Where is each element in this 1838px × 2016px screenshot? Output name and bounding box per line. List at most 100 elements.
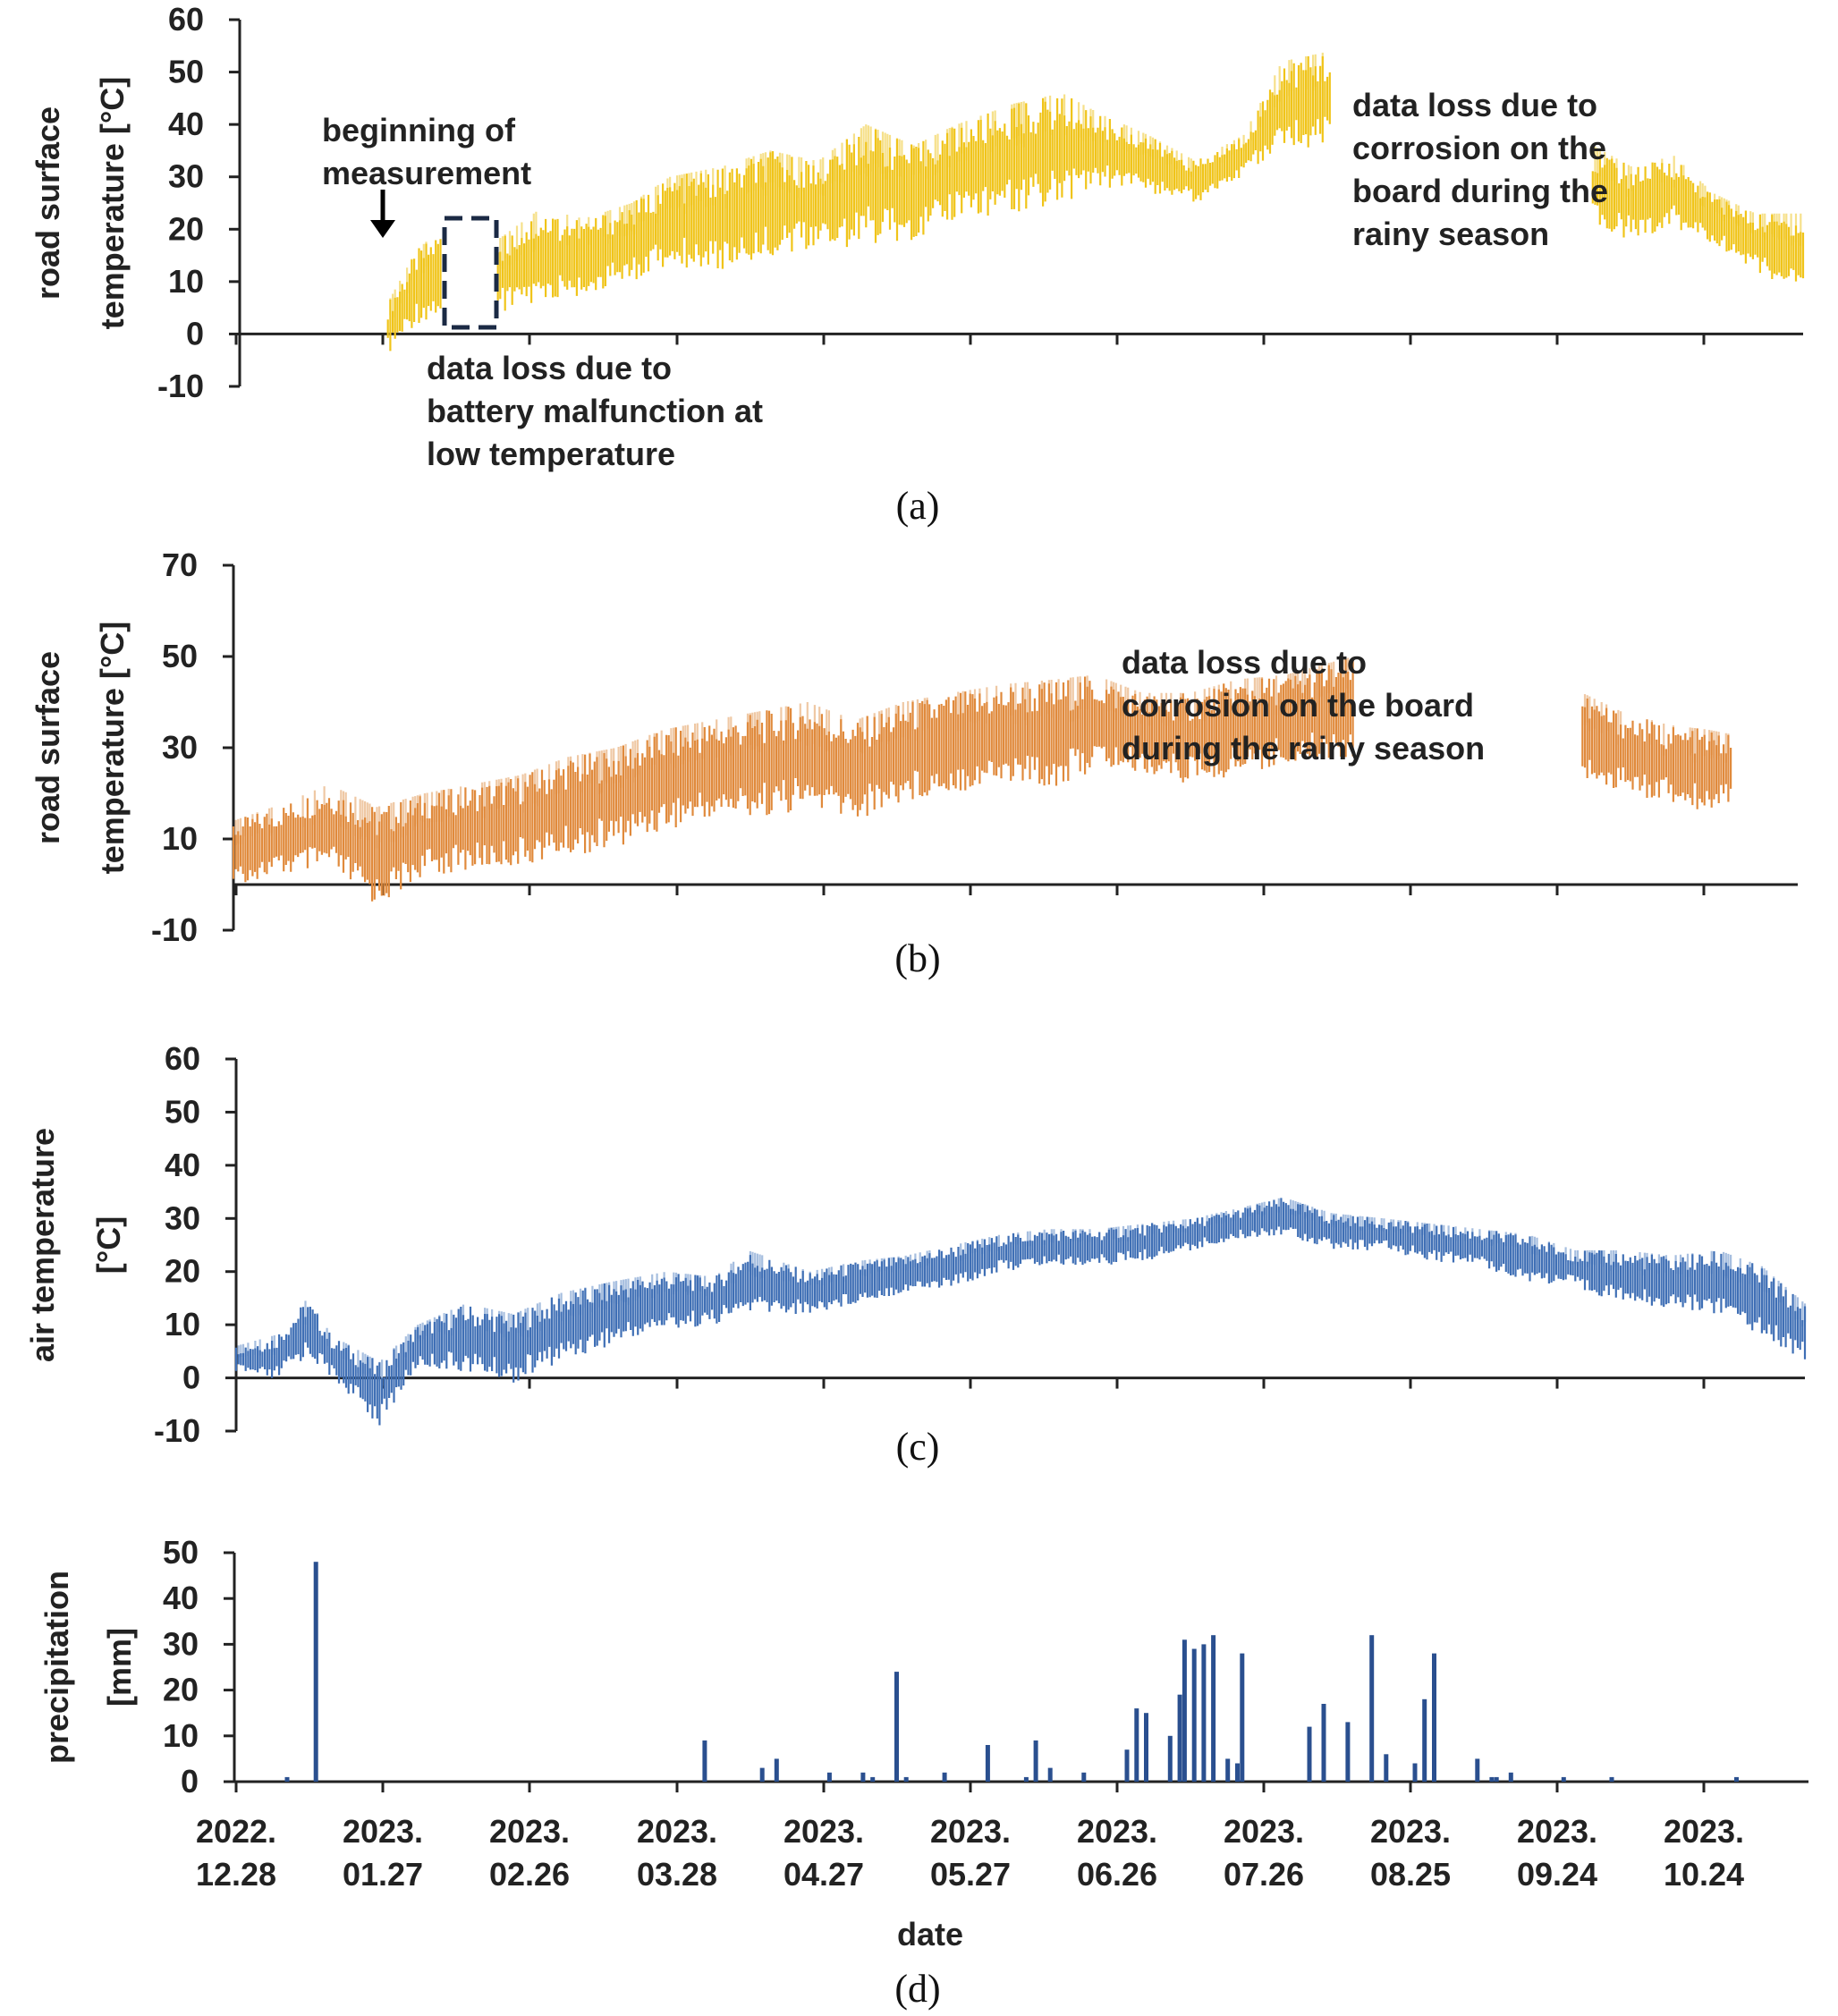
y-axis-label: road surface: [30, 106, 66, 300]
bar: [826, 1772, 832, 1782]
x-tick-label: 03.28: [637, 1856, 717, 1893]
x-tick-label: 09.24: [1517, 1856, 1597, 1893]
series-line: [234, 1198, 1807, 1426]
panel-b-chart: -10 10 30 50 70 road surface temperature [°C]: [30, 546, 1798, 948]
y-tick-label: -10: [157, 368, 204, 404]
bar: [1475, 1758, 1480, 1782]
bar: [1240, 1653, 1245, 1782]
y-tick-label: 10: [163, 1717, 199, 1754]
bar: [1422, 1698, 1427, 1782]
bar: [1033, 1740, 1038, 1782]
y-axis-label: precipitation: [38, 1571, 75, 1764]
x-tick-label: 02.26: [489, 1856, 570, 1893]
x-tick-label: 10.24: [1664, 1856, 1744, 1893]
series-line: [1591, 156, 1805, 282]
y-tick-label: 50: [162, 638, 198, 674]
bar: [1081, 1772, 1087, 1782]
y-tick-label: 70: [162, 546, 198, 583]
x-tick-label: 2023.: [930, 1813, 1011, 1850]
y-tick-label: 20: [168, 210, 204, 247]
data-loss-box: [442, 216, 499, 330]
y-axis-label: temperature [°C]: [94, 622, 131, 874]
bar: [870, 1776, 876, 1782]
annotation-text: rainy season: [1352, 216, 1549, 252]
y-tick-label: 0: [182, 1360, 200, 1396]
annotation-beginning-of-measurement: beginning of measurement: [322, 112, 531, 238]
annotation-battery-data-loss: data loss due to battery malfunction at …: [427, 350, 763, 472]
x-tick-label: 2023.: [1224, 1813, 1304, 1850]
y-tick-label: 50: [165, 1093, 200, 1130]
y-tick-label: 20: [165, 1253, 200, 1290]
x-tick-label: 01.27: [343, 1856, 423, 1893]
bar: [1235, 1763, 1240, 1782]
bar: [759, 1767, 765, 1782]
annotation-text: battery malfunction at: [427, 393, 763, 429]
bar: [1412, 1763, 1418, 1782]
bar: [1144, 1713, 1148, 1782]
y-tick-label: 10: [162, 820, 198, 857]
bar: [1191, 1648, 1197, 1782]
x-tick-label: 2023.: [489, 1813, 570, 1850]
y-tick-label: 40: [168, 106, 204, 142]
bar: [1124, 1749, 1130, 1782]
bar: [1734, 1776, 1739, 1782]
bar: [1609, 1776, 1614, 1782]
bar: [1307, 1726, 1312, 1782]
bar: [284, 1776, 290, 1782]
bar: [1225, 1758, 1231, 1782]
x-tick-label: 05.27: [930, 1856, 1011, 1893]
x-tick-label: 2023.: [783, 1813, 864, 1850]
y-tick-label: 20: [163, 1672, 199, 1708]
x-tick-label: 2022.: [196, 1813, 276, 1850]
y-axis-label: [mm]: [101, 1628, 138, 1707]
y-tick-label: 40: [163, 1580, 199, 1616]
y-axis-label: temperature [°C]: [94, 77, 131, 329]
annotation-text: data loss due to: [427, 350, 672, 386]
bar: [942, 1772, 947, 1782]
bar: [860, 1772, 866, 1782]
panel-d-caption: (d): [894, 1967, 940, 2011]
annotation-rainy-season-b: data loss due to corrosion on the board …: [1122, 644, 1485, 767]
annotation-rainy-season-a: data loss due to corrosion on the board …: [1352, 87, 1608, 252]
y-axis-label: [°C]: [90, 1216, 127, 1274]
y-tick-label: 60: [165, 1040, 200, 1077]
bar: [702, 1740, 707, 1782]
y-tick-label: 30: [168, 158, 204, 195]
y-tick-label: 50: [163, 1534, 199, 1571]
bar: [1023, 1776, 1029, 1782]
y-axis-label: air temperature: [24, 1128, 61, 1362]
y-tick-label: 10: [165, 1306, 200, 1343]
series-line: [496, 55, 1331, 311]
panel-a-chart: -10 0 10 20 30 40 50 60 road surface temperature …: [30, 1, 1805, 404]
x-tick-label: 2023.: [1077, 1813, 1157, 1850]
y-tick-label: -10: [154, 1412, 200, 1449]
y-tick-label: 50: [168, 54, 204, 90]
annotation-text: corrosion on the: [1352, 130, 1606, 166]
bar: [1167, 1735, 1173, 1782]
series-line: [232, 656, 1354, 902]
panel-c-chart: -10 0 10 20 30 40 50 60 air temperature [°C]: [24, 1040, 1807, 1449]
annotation-text: beginning of: [322, 112, 516, 148]
y-tick-label: -10: [151, 911, 198, 948]
bar: [903, 1776, 909, 1782]
x-tick-label: 08.25: [1370, 1856, 1451, 1893]
panel-b-caption: (b): [894, 936, 940, 980]
annotation-text: data loss due to: [1352, 87, 1597, 123]
x-tick-label: 12.28: [196, 1856, 276, 1893]
bar: [1494, 1776, 1499, 1782]
bar: [985, 1745, 990, 1782]
bar: [1047, 1767, 1053, 1782]
y-tick-label: 40: [165, 1147, 200, 1183]
bar: [1182, 1639, 1187, 1782]
annotation-text: during the rainy season: [1122, 730, 1485, 767]
y-tick-label: 30: [165, 1199, 200, 1236]
bar: [1561, 1776, 1566, 1782]
panel-d-chart: 0 10 20 30 40 50 precipitation [mm]: [38, 1534, 1808, 1800]
x-axis-title: date: [897, 1916, 963, 1952]
bar: [1384, 1754, 1389, 1782]
x-tick-label: 2023.: [343, 1813, 423, 1850]
arrow-down-icon: [370, 220, 395, 238]
bar: [1177, 1694, 1182, 1782]
bar: [1345, 1722, 1351, 1782]
bar: [894, 1672, 899, 1782]
